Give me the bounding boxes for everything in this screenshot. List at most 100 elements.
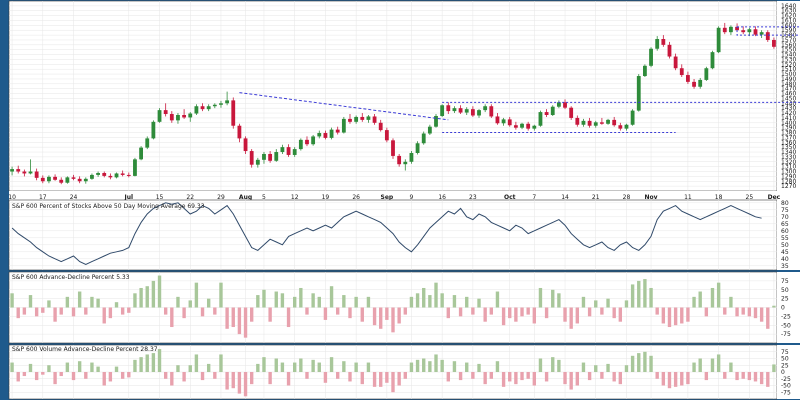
price-y-tick-label: 1430: [781, 105, 796, 112]
candle-body: [237, 125, 242, 139]
candle-body: [28, 171, 33, 174]
candle-body: [563, 102, 567, 108]
x-tick-label: 21: [592, 194, 600, 201]
price-y-tick-label: 1410: [781, 115, 796, 122]
candle-body: [255, 159, 260, 165]
candle-body: [618, 125, 623, 129]
ad-bar: [753, 307, 758, 319]
vol-bar: [618, 372, 623, 385]
candle-body: [34, 171, 39, 178]
vol-bar: [336, 372, 340, 379]
vol-bar: [766, 372, 770, 387]
x-tick-label: 14: [561, 194, 569, 201]
price-y-tick-label: 1610: [781, 17, 796, 24]
candle-body: [729, 26, 733, 33]
consolidation-box: [736, 26, 800, 36]
x-tick-label: Oct: [504, 194, 516, 201]
vol-bar: [34, 372, 39, 381]
candle-body: [477, 110, 481, 116]
ad-bar: [557, 293, 561, 308]
candle-body: [329, 129, 334, 138]
vol-bar: [274, 358, 278, 372]
vol-bar: [587, 372, 592, 381]
price-y-tick-label: 1400: [781, 120, 796, 127]
ad-bar: [108, 307, 113, 319]
ad-y-tick-label: 0: [781, 305, 785, 312]
ad-bar: [729, 296, 733, 308]
ad-bar: [114, 302, 119, 308]
x-tick-label: 26: [352, 194, 360, 201]
price-y-tick-label: 1270: [781, 183, 796, 190]
candle-body: [262, 153, 266, 160]
ad-bar: [59, 307, 63, 315]
vol-bar: [311, 359, 315, 372]
vol-bar: [551, 357, 555, 372]
vol-bar: [544, 372, 549, 382]
ad-bar: [581, 296, 586, 308]
candle-body: [22, 171, 27, 174]
candle-body: [599, 122, 604, 124]
vol-bar: [735, 372, 739, 381]
candle-body: [391, 140, 395, 156]
candle-body: [323, 133, 328, 138]
candle-body: [698, 79, 703, 87]
ad-bar: [262, 289, 266, 308]
candle-body: [90, 174, 94, 179]
vol-bar: [415, 359, 420, 372]
ad-bar: [84, 307, 88, 315]
candle-body: [452, 108, 457, 112]
candle-body: [298, 139, 303, 150]
vol-bar: [84, 372, 88, 379]
ad-bar: [649, 287, 653, 308]
vol-bar: [385, 372, 389, 383]
vol-bar: [28, 363, 33, 372]
vol-bar: [71, 372, 76, 381]
vol-bar: [698, 358, 702, 372]
advance-decline-panel-title: S&P 600 Advance-Decline Percent 5.33: [12, 274, 130, 281]
ad-bar: [385, 307, 389, 320]
candle-body: [397, 155, 402, 165]
price-y-tick-label: 1530: [781, 56, 796, 63]
ad-bar: [34, 307, 39, 317]
ad-bar: [71, 307, 76, 317]
candle-body: [489, 106, 494, 117]
candle-body: [593, 122, 598, 126]
price-y-tick-label: 1380: [781, 130, 796, 137]
breadth-y-tick-label: 60: [781, 228, 789, 235]
ad-bar: [372, 307, 377, 326]
ad-bar: [354, 296, 358, 308]
x-tick-label: 23: [469, 194, 477, 201]
ad-bar: [563, 307, 567, 322]
ad-axis-background: [777, 272, 800, 343]
vol-bar: [630, 355, 635, 372]
vol-bar: [563, 372, 567, 385]
candle-body: [231, 100, 236, 126]
vol-bar: [360, 372, 364, 385]
ad-bar: [47, 300, 51, 308]
ad-y-tick-label: -50: [781, 322, 791, 329]
ad-bar: [508, 307, 512, 319]
price-y-tick-label: 1550: [781, 47, 796, 54]
vol-bar: [317, 362, 321, 372]
candle-body: [403, 161, 408, 165]
vol-bar: [483, 372, 487, 385]
vol-bar: [606, 363, 610, 372]
price-y-tick-label: 1320: [781, 159, 796, 166]
price-y-tick-label: 1570: [781, 37, 796, 44]
vol-bar: [170, 372, 174, 386]
vol-bar: [465, 362, 469, 372]
x-tick-label: 11: [684, 194, 692, 201]
ad-bar: [182, 307, 186, 319]
ad-bar: [243, 307, 248, 338]
ad-bar: [403, 307, 407, 315]
ad-bar: [415, 293, 420, 308]
vol-bar: [151, 353, 156, 372]
price-y-tick-label: 1590: [781, 27, 796, 34]
candle-body: [532, 125, 537, 129]
ad-bar: [299, 287, 303, 308]
ad-y-tick-label: -75: [781, 331, 791, 338]
vol-bar: [53, 372, 57, 385]
ad-bar: [575, 307, 580, 324]
ad-bar: [637, 280, 641, 308]
date-axis-background: [9, 191, 800, 200]
